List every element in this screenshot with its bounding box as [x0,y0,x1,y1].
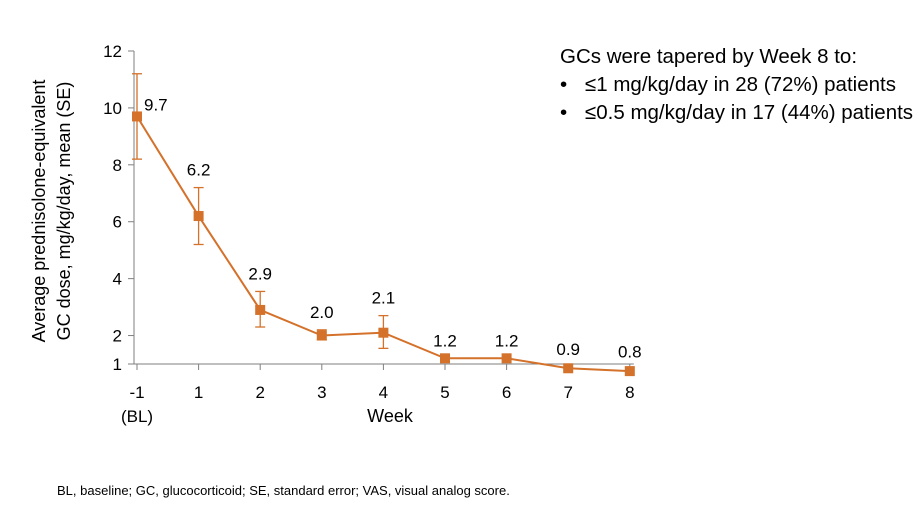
x-axis-title: Week [367,406,414,426]
x-tick-label: 7 [563,383,572,402]
summary-note: GCs were tapered by Week 8 to: • ≤1 mg/k… [560,43,915,127]
y-tick-label: 2 [113,327,122,346]
data-label: 1.2 [433,331,457,350]
data-label: 0.8 [618,343,642,362]
data-point-marker [316,330,327,341]
bullet-icon: • [560,73,568,96]
x-tick-label: 3 [317,383,326,402]
y-tick-label: 8 [113,156,122,175]
x-tick-label: 5 [440,383,449,402]
summary-note-item: • ≤1 mg/kg/day in 28 (72%) patients [560,71,915,99]
bullet-icon: • [560,101,568,124]
summary-note-title: GCs were tapered by Week 8 to: [560,45,858,68]
series-line [132,111,635,377]
summary-note-item-text: ≤0.5 mg/kg/day in 17 (44%) patients [585,101,914,124]
data-point-marker [193,211,204,222]
data-point-marker [563,363,574,374]
y-axis-title-line1: Average prednisolone-equivalent [29,80,49,343]
y-tick-label: 12 [103,42,122,61]
x-tick-label: 8 [625,383,634,402]
data-label: 1.2 [495,331,519,350]
y-tick-label: 6 [113,213,122,232]
x-tick-label: 1 [194,383,203,402]
y-axis-title-line2: GC dose, mg/kg/day, mean (SE) [54,82,74,341]
footnote: BL, baseline; GC, glucocorticoid; SE, st… [57,483,510,498]
summary-note-item: • ≤0.5 mg/kg/day in 17 (44%) patients [560,99,915,127]
data-point-marker [624,366,635,377]
data-label: 2.1 [372,289,396,308]
data-point-marker [255,304,266,315]
data-label: 0.9 [556,340,580,359]
x-axis: -1 (BL) 1 2 3 4 5 6 7 8 [121,363,635,426]
data-label: 2.9 [248,264,272,283]
data-point-marker [501,353,512,364]
summary-note-item-text: ≤1 mg/kg/day in 28 (72%) patients [585,73,896,96]
x-tick-sublabel: (BL) [121,407,153,426]
x-tick-label: 6 [502,383,511,402]
data-labels: 9.7 6.2 2.9 2.0 2.1 1.2 1.2 0.9 0.8 [144,95,642,361]
data-point-marker [440,353,450,364]
y-tick-label: 4 [113,270,122,289]
data-point-marker [378,327,389,338]
summary-note-list: • ≤1 mg/kg/day in 28 (72%) patients • ≤0… [560,71,915,127]
y-tick-label: 10 [103,99,122,118]
y-tick-label: 1 [113,355,122,374]
data-label: 6.2 [187,161,211,180]
data-label: 9.7 [144,95,168,114]
data-point-marker [132,111,142,122]
x-tick-label: -1 [129,383,144,402]
data-label: 2.0 [310,303,334,322]
x-tick-label: 2 [255,383,264,402]
x-tick-label: 4 [379,383,388,402]
